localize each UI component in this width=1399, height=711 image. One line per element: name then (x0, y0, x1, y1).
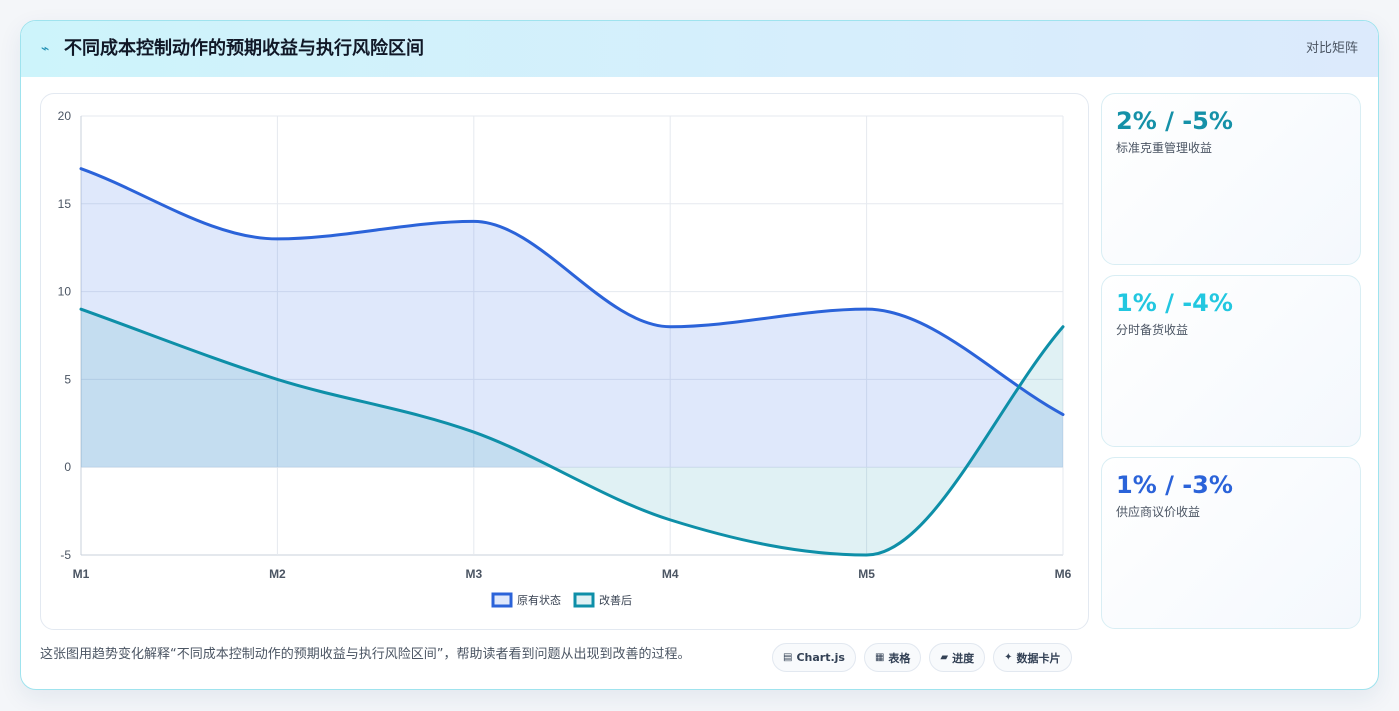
y-tick-label: 15 (58, 197, 72, 211)
area-chart: -5 0 5 10 15 20 M1 M2 M3 M4 M5 M6 原有状态 改善后 (58, 109, 1072, 608)
chart-card: ⌁ 不同成本控制动作的预期收益与执行风险区间 对比矩阵 -5 0 5 10 15 20 M1… (20, 20, 1379, 690)
y-tick-label: 5 (64, 372, 71, 386)
kpi-label: 标准克重管理收益 (1116, 141, 1213, 155)
chip-list: ▤ Chart.js ▦ 表格 ▰ 进度 ✦ 数据卡片 (772, 643, 1072, 672)
compare-matrix-link[interactable]: 对比矩阵 (1305, 41, 1358, 56)
kpi-value: 2% / -5% (1116, 107, 1233, 135)
y-tick-label: 10 (58, 285, 72, 299)
x-tick-label: M6 (1055, 567, 1072, 581)
table-icon: ▦ (874, 652, 885, 663)
page-title: 不同成本控制动作的预期收益与执行风险区间 (64, 38, 424, 59)
chip-data-card[interactable]: ✦ 数据卡片 (993, 643, 1072, 672)
chip-chartjs[interactable]: ▤ Chart.js (772, 643, 856, 672)
card-header: ⌁ 不同成本控制动作的预期收益与执行风险区间 对比矩阵 (21, 21, 1378, 77)
legend-label: 原有状态 (517, 593, 561, 607)
kpi-label: 供应商议价收益 (1116, 505, 1201, 519)
series-area-2 (81, 309, 1063, 555)
card-icon: ✦ (1004, 652, 1013, 663)
x-tick-label: M1 (73, 567, 90, 581)
x-tick-label: M5 (858, 567, 875, 581)
chart-description: 这张图用趋势变化解释“不同成本控制动作的预期收益与执行风险区间”，帮助读者看到问… (40, 647, 691, 662)
progress-icon: ▰ (940, 652, 949, 663)
chart-icon: ▤ (783, 652, 793, 663)
series-line-2 (79, 307, 1065, 557)
kpi-value: 1% / -4% (1116, 289, 1233, 317)
kpi-label: 分时备货收益 (1116, 323, 1189, 337)
chip-label: 数据卡片 (1016, 651, 1061, 665)
chip-progress[interactable]: ▰ 进度 (929, 643, 986, 672)
chart-panel: -5 0 5 10 15 20 M1 M2 M3 M4 M5 M6 原有状态 改善后 (40, 93, 1089, 630)
kpi-card-stock: 1% / -4% 分时备货收益 (1101, 275, 1361, 447)
kpi-card-supplier: 1% / -3% 供应商议价收益 (1101, 457, 1361, 629)
legend-swatch (573, 592, 595, 608)
series-line-1 (79, 167, 1065, 417)
chip-label: Chart.js (796, 651, 845, 664)
chip-label: 表格 (888, 651, 911, 665)
kpi-card-weight: 2% / -5% 标准克重管理收益 (1101, 93, 1361, 265)
kpi-value: 1% / -3% (1116, 471, 1233, 499)
x-tick-label: M2 (269, 567, 286, 581)
y-tick-label: 20 (58, 109, 72, 123)
y-tick-label: 0 (64, 460, 71, 474)
legend-label: 改善后 (599, 593, 632, 607)
chip-label: 进度 (952, 651, 975, 665)
chip-table[interactable]: ▦ 表格 (863, 643, 922, 672)
legend-swatch (491, 592, 513, 608)
y-tick-label: -5 (60, 548, 71, 562)
x-tick-label: M3 (465, 567, 482, 581)
lightning-icon: ⌁ (41, 41, 50, 57)
x-tick-label: M4 (662, 567, 679, 581)
